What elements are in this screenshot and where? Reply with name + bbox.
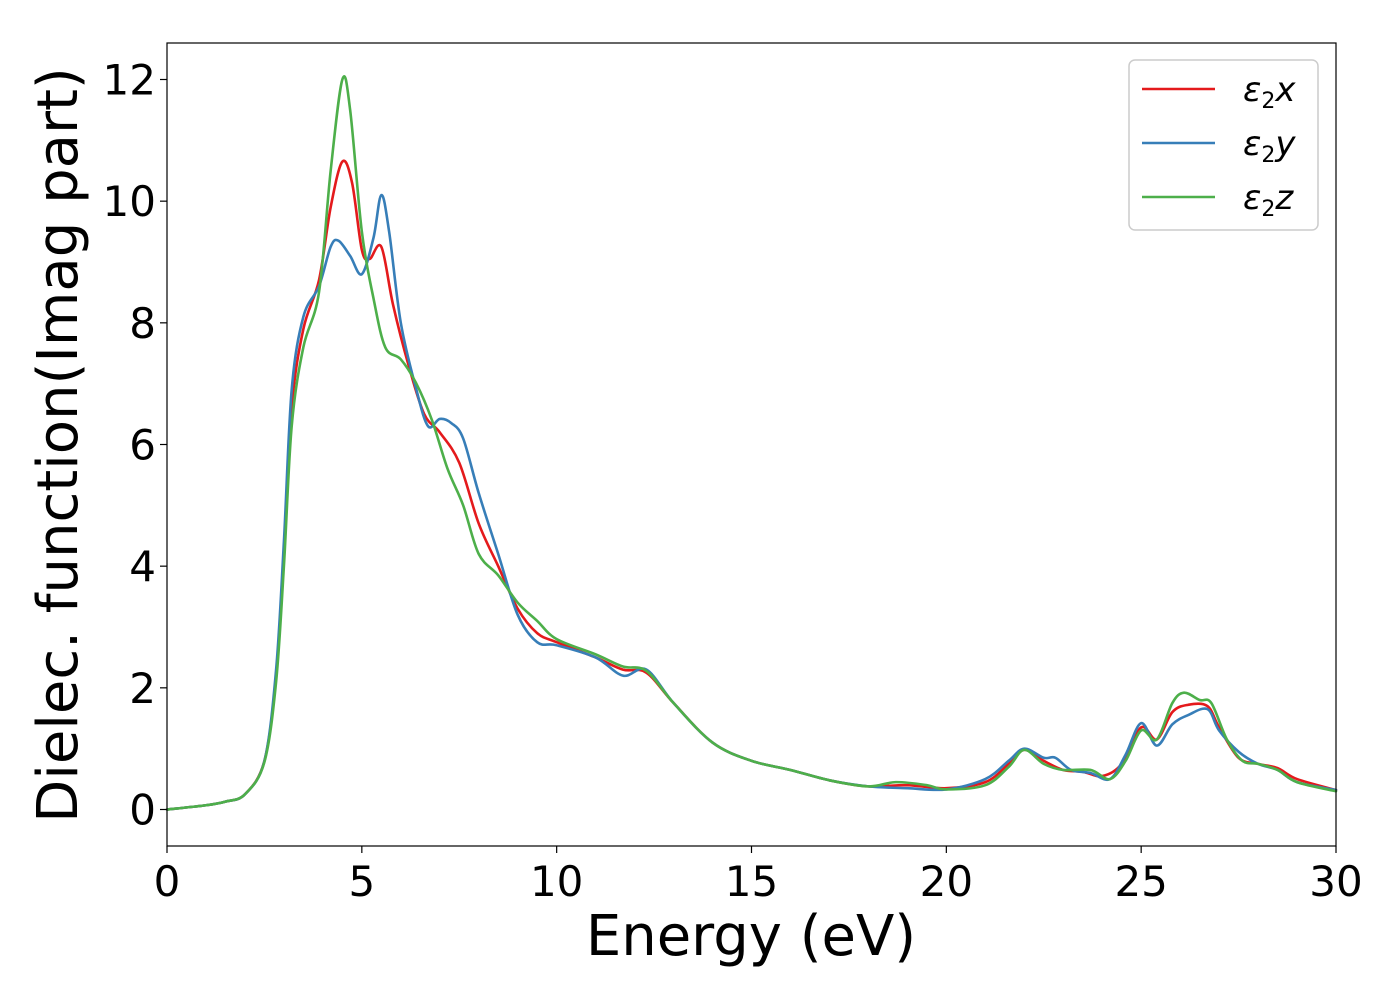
legend-box <box>1128 59 1319 231</box>
data-series-group <box>165 75 1338 811</box>
legend-label-eps2x: ε2x <box>1243 70 1296 114</box>
x-axis-title: Energy (eV) <box>586 904 916 969</box>
y-tick-label: 0 <box>129 786 156 835</box>
legend-label-eps2y: ε2y <box>1243 124 1296 168</box>
x-tick-label: 0 <box>154 857 181 906</box>
series-line-eps2y <box>165 193 1338 811</box>
y-tick-label: 12 <box>103 56 156 105</box>
x-tick-label: 5 <box>348 857 375 906</box>
x-tick-label: 25 <box>1114 857 1167 906</box>
y-tick-label: 2 <box>129 664 156 713</box>
y-tick-label: 6 <box>129 421 156 470</box>
x-tick-label: 20 <box>920 857 973 906</box>
x-tick-label: 10 <box>530 857 583 906</box>
y-tick-label: 4 <box>129 542 156 591</box>
legend: ε2x ε2y ε2z <box>1128 59 1319 231</box>
x-axis-ticks: 0 5 10 15 20 25 30 <box>154 846 1363 906</box>
legend-label-eps2z: ε2z <box>1243 178 1294 222</box>
y-tick-label: 10 <box>103 177 156 226</box>
y-tick-label: 8 <box>129 299 156 348</box>
x-tick-label: 15 <box>725 857 778 906</box>
y-axis-title: Dielec. function(Imag part) <box>26 67 91 823</box>
x-tick-label: 30 <box>1309 857 1362 906</box>
series-line-eps2z <box>165 75 1338 811</box>
y-axis-ticks: 0 2 4 6 8 10 12 <box>103 56 167 835</box>
